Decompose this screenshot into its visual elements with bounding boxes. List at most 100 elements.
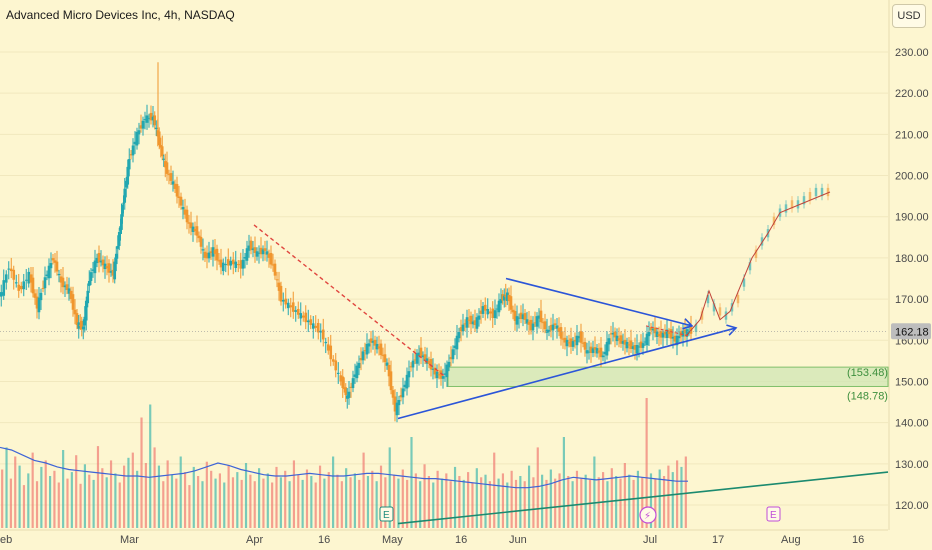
projection-candle-body	[712, 303, 716, 312]
volume-bar	[323, 478, 326, 528]
candle-body	[443, 373, 447, 375]
candle-body	[83, 316, 87, 326]
candle-body	[143, 119, 147, 121]
volume-bar	[22, 485, 26, 528]
y-tick-label: 140.00	[895, 418, 929, 430]
volume-bar	[27, 473, 30, 528]
candle-body	[425, 358, 429, 364]
candle-body	[189, 222, 193, 229]
candle-body	[67, 288, 71, 294]
candle-body	[543, 321, 547, 330]
volume-bar	[549, 469, 552, 528]
candle-body	[519, 312, 523, 320]
candle-body	[0, 292, 3, 297]
candle-body	[117, 231, 121, 246]
volume-trendline	[397, 471, 889, 525]
volume-bar	[610, 468, 613, 528]
candle-body	[47, 265, 51, 279]
candle-body	[215, 248, 219, 261]
candle-body	[116, 245, 120, 249]
candle-body	[284, 298, 288, 305]
candle-body	[314, 325, 318, 328]
candle-body	[87, 280, 91, 286]
y-tick-label: 220.00	[895, 88, 929, 100]
candle-body	[249, 240, 253, 251]
candle-body	[259, 247, 263, 255]
candle-body	[342, 388, 346, 390]
candle-body	[493, 310, 497, 319]
projection-candle-body	[802, 196, 806, 205]
candle-body	[139, 125, 143, 129]
candle-body	[226, 259, 230, 266]
volume-bar	[92, 479, 95, 528]
candle-body	[517, 317, 521, 319]
candle-body	[383, 354, 387, 363]
volume-bar	[379, 465, 383, 528]
x-tick-label: 16	[318, 534, 330, 546]
triangle-upper-arrow-head	[682, 318, 694, 330]
volume-bar	[44, 460, 47, 528]
volume-bar	[527, 465, 531, 528]
volume-bar	[436, 470, 439, 528]
projection-candle-body	[718, 307, 722, 316]
volume-bar	[166, 460, 169, 528]
candle-body	[51, 258, 55, 261]
candle-body	[399, 395, 403, 398]
candle-body	[639, 341, 643, 348]
candle-body	[122, 202, 125, 204]
y-tick-label: 150.00	[895, 376, 929, 388]
volume-bar	[123, 465, 126, 528]
candle-body	[405, 374, 409, 389]
candle-body	[127, 159, 131, 170]
volume-bar	[397, 478, 400, 528]
candle-body	[625, 341, 629, 349]
volume-bar	[632, 479, 635, 528]
candle-body	[316, 322, 320, 333]
candle-body	[395, 402, 399, 416]
candle-body	[159, 145, 163, 148]
volume-bar	[9, 478, 12, 528]
projection-candle-body	[694, 323, 698, 333]
candle-body	[257, 252, 261, 254]
volume-bar	[70, 472, 73, 528]
candle-body	[643, 341, 647, 343]
candle-body	[157, 131, 161, 146]
x-tick-label: Mar	[120, 534, 139, 546]
candle-body	[286, 302, 290, 309]
y-tick-label: 230.00	[895, 47, 929, 59]
y-tick-label: 170.00	[895, 294, 929, 306]
candle-body	[631, 346, 635, 349]
volume-bar	[301, 479, 304, 528]
volume-bar	[149, 404, 152, 528]
volume-bar	[48, 476, 52, 528]
volume-bar	[227, 465, 230, 528]
volume-bar	[136, 470, 139, 528]
candle-body	[373, 339, 377, 346]
candle-body	[403, 384, 407, 388]
candle-body	[423, 354, 427, 361]
candle-body	[481, 306, 485, 314]
volume-bar	[501, 473, 505, 528]
candle-body	[135, 131, 139, 146]
candle-body	[281, 299, 285, 302]
volume-bar	[218, 473, 221, 528]
candle-body	[43, 277, 47, 289]
projection-candle-body	[742, 278, 746, 287]
candle-body	[495, 308, 499, 310]
candle-body	[207, 252, 211, 259]
volume-bar	[118, 482, 121, 528]
volume-bar	[75, 455, 78, 528]
currency-button[interactable]: USD	[892, 4, 926, 28]
candle-body	[629, 340, 633, 349]
candle-body	[321, 329, 325, 340]
candle-body	[649, 327, 653, 331]
volume-bar	[575, 470, 579, 528]
volume-bar	[310, 476, 313, 528]
candle-body	[177, 196, 181, 198]
candle-body	[591, 348, 595, 354]
candle-body	[147, 117, 151, 119]
candle-body	[579, 331, 583, 343]
volume-bar	[271, 482, 274, 528]
volume-bar	[475, 468, 478, 528]
